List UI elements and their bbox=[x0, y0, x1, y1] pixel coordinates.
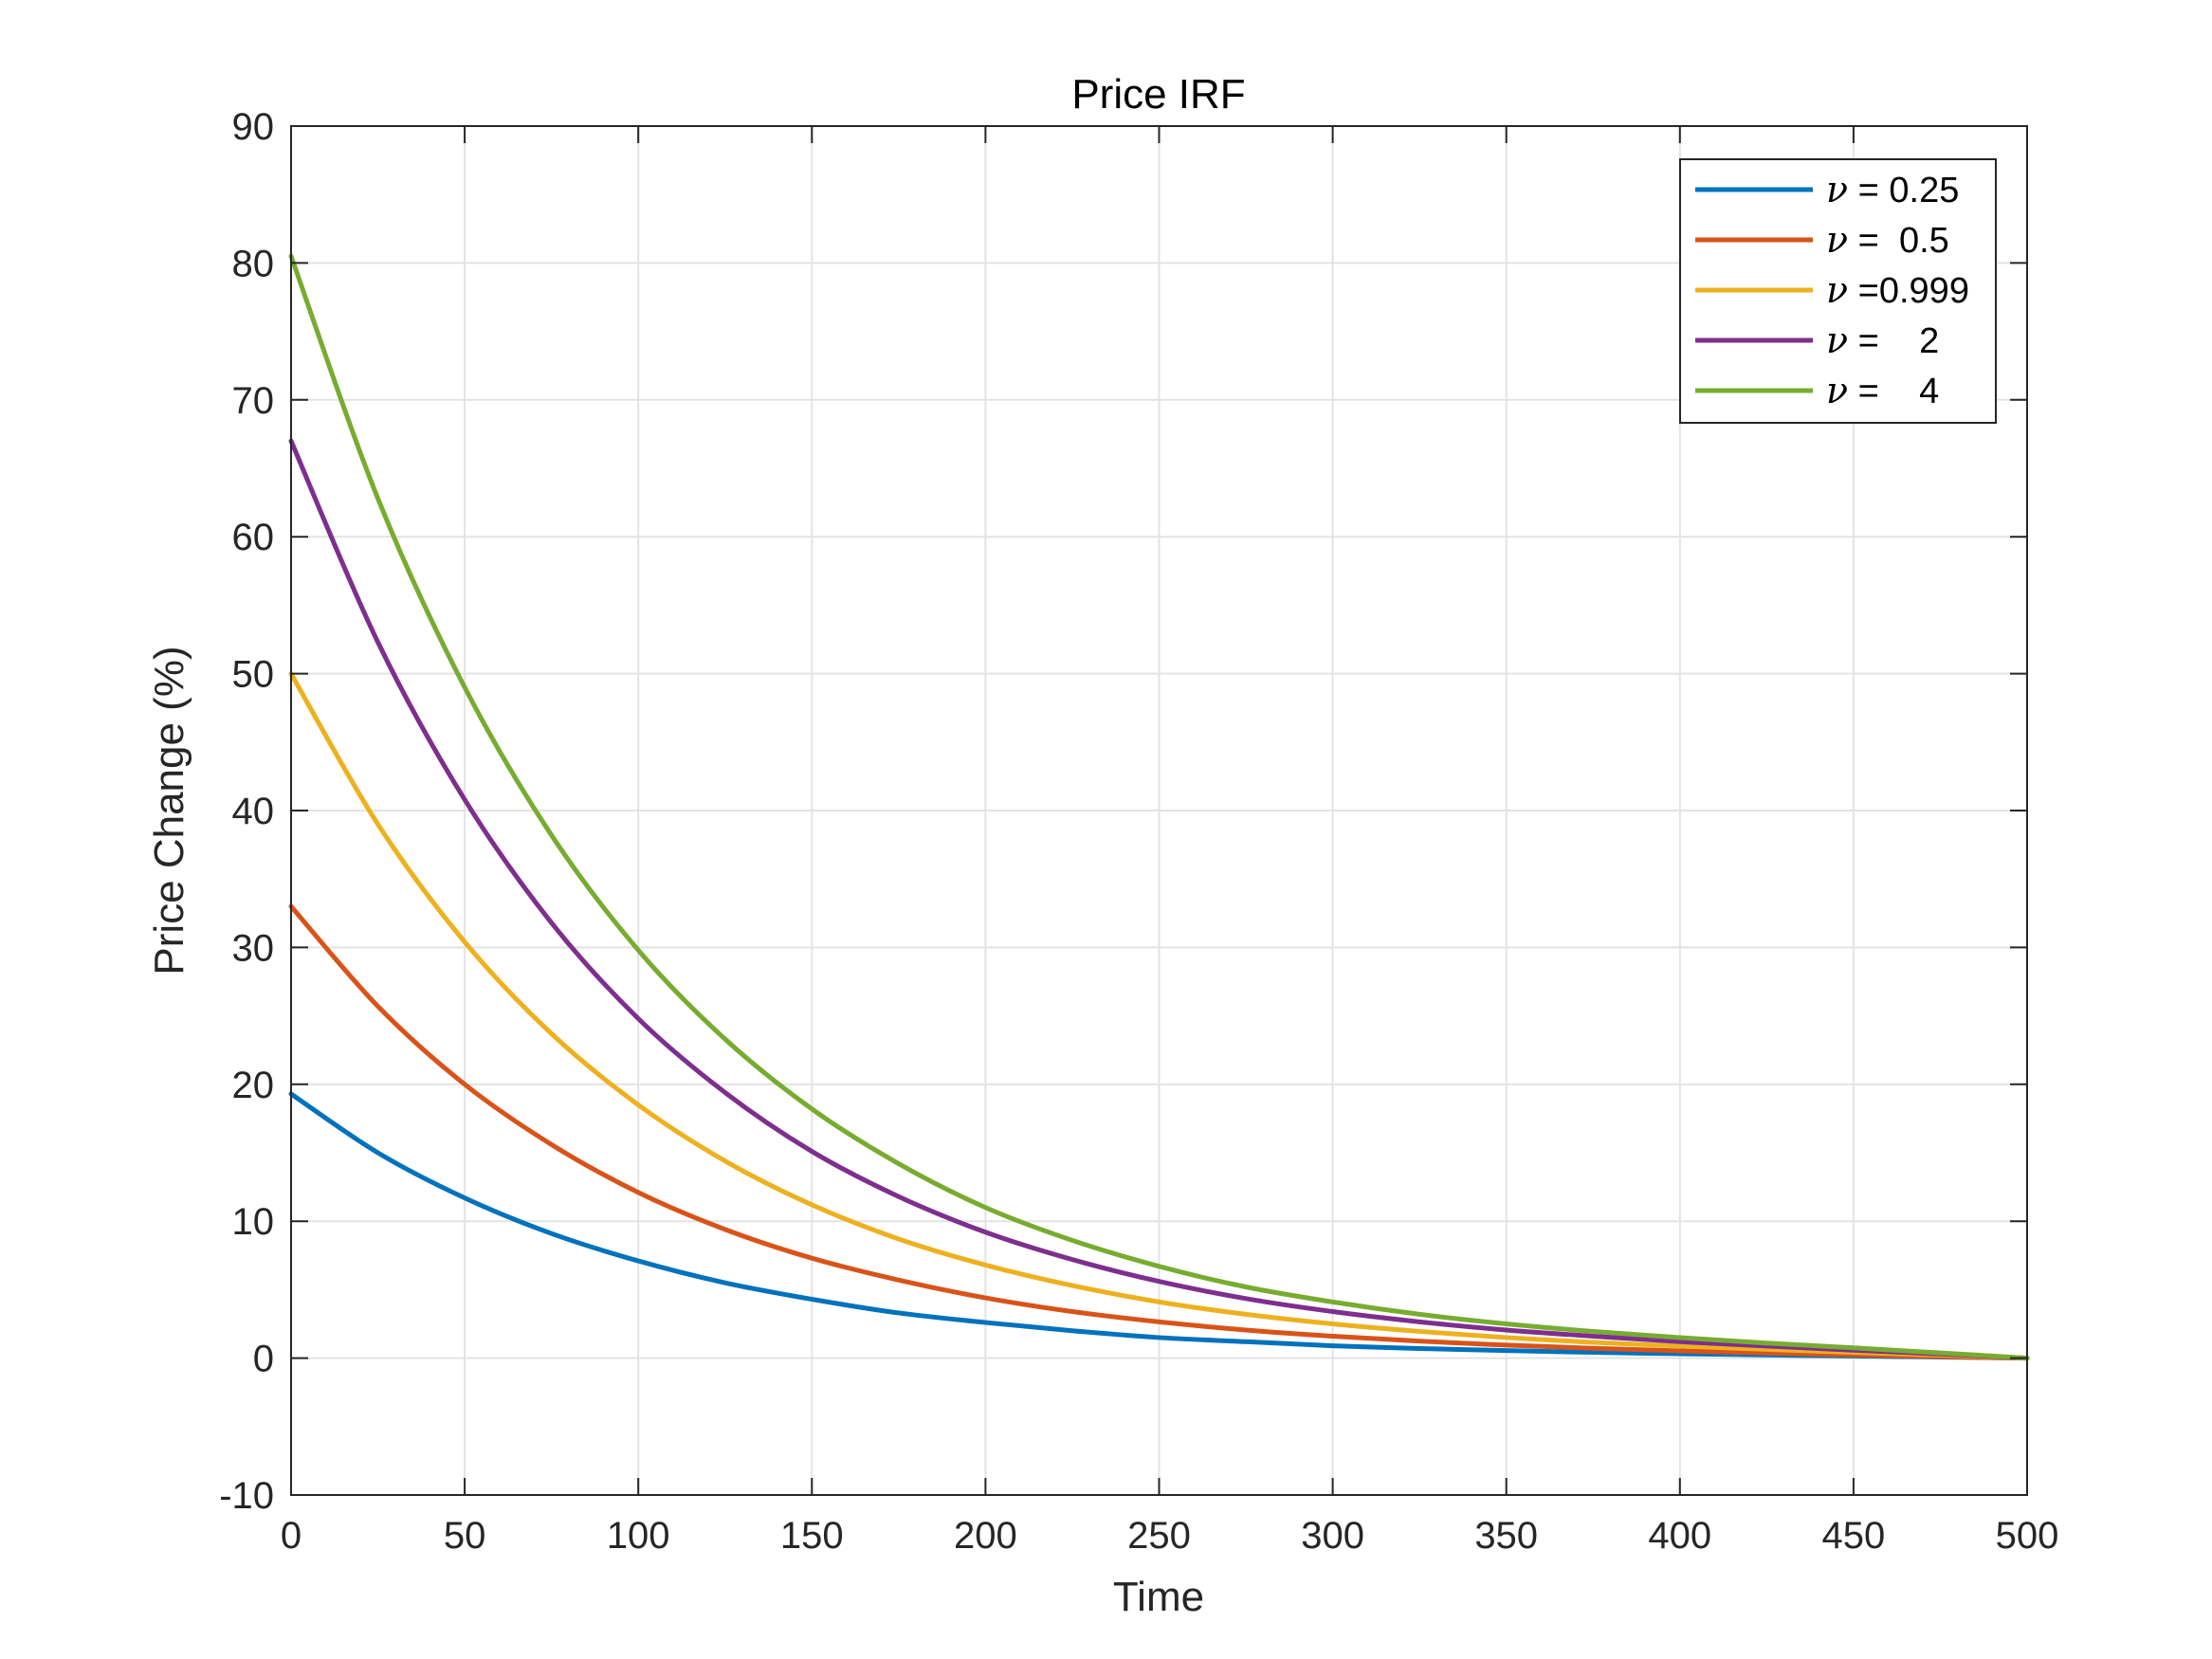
y-tick-label: 90 bbox=[232, 106, 275, 148]
legend-label-3: ν =0.999 bbox=[1826, 269, 1969, 311]
series-line-5 bbox=[288, 253, 2030, 1361]
x-tick-label: 200 bbox=[954, 1515, 1017, 1557]
x-tick-label: 150 bbox=[780, 1515, 844, 1557]
x-axis-label: Time bbox=[1113, 1574, 1204, 1620]
series-line-3 bbox=[288, 671, 2030, 1361]
legend-label-5: ν = 4 bbox=[1826, 370, 1939, 411]
y-tick-label: 50 bbox=[232, 654, 275, 696]
x-tick-label: 400 bbox=[1648, 1515, 1711, 1557]
x-tick-label: 0 bbox=[281, 1515, 302, 1557]
series-line-4 bbox=[288, 438, 2030, 1361]
y-tick-label: 30 bbox=[232, 927, 275, 969]
legend-symbol: ν bbox=[1826, 319, 1848, 361]
ticks bbox=[290, 125, 2028, 1496]
legend-symbol: ν bbox=[1826, 370, 1848, 411]
legend-value: = 0.5 bbox=[1848, 221, 1949, 261]
y-axis-label: Price Change (%) bbox=[146, 646, 192, 975]
x-tick-label: 350 bbox=[1474, 1515, 1538, 1557]
x-tick-label: 50 bbox=[444, 1515, 486, 1557]
y-tick-labels: -10 0 10 20 30 40 50 60 70 80 90 bbox=[219, 106, 274, 1517]
y-tick-label: 0 bbox=[253, 1339, 274, 1380]
series-layer bbox=[288, 253, 2030, 1361]
legend-label-4: ν = 2 bbox=[1826, 319, 1939, 361]
series-line-2 bbox=[288, 903, 2030, 1361]
y-tick-label: 60 bbox=[232, 517, 275, 558]
x-tick-label: 500 bbox=[1996, 1515, 2059, 1557]
legend-symbol: ν bbox=[1826, 169, 1848, 210]
legend-value: = 0.25 bbox=[1848, 171, 1959, 210]
y-tick-label: -10 bbox=[219, 1475, 274, 1517]
legend-label-1: ν = 0.25 bbox=[1826, 169, 1959, 210]
chart-title: Price IRF bbox=[1071, 71, 1245, 118]
y-tick-label: 70 bbox=[232, 380, 275, 422]
x-tick-label: 100 bbox=[607, 1515, 670, 1557]
legend-symbol: ν bbox=[1826, 219, 1848, 261]
x-tick-label: 300 bbox=[1301, 1515, 1364, 1557]
x-tick-label: 450 bbox=[1822, 1515, 1886, 1557]
x-tick-label: 250 bbox=[1127, 1515, 1191, 1557]
legend-value: = 4 bbox=[1848, 372, 1939, 411]
legend-symbol: ν bbox=[1826, 269, 1848, 311]
y-tick-label: 80 bbox=[232, 243, 275, 284]
legend-label-2: ν = 0.5 bbox=[1826, 219, 1949, 261]
y-tick-label: 40 bbox=[232, 791, 275, 832]
y-tick-label: 20 bbox=[232, 1065, 275, 1106]
legend-value: =0.999 bbox=[1848, 271, 1969, 311]
legend-value: = 2 bbox=[1848, 321, 1939, 361]
y-tick-label: 10 bbox=[232, 1201, 275, 1243]
x-tick-labels: 0 50 100 150 200 250 300 350 400 450 500 bbox=[281, 1515, 2059, 1557]
